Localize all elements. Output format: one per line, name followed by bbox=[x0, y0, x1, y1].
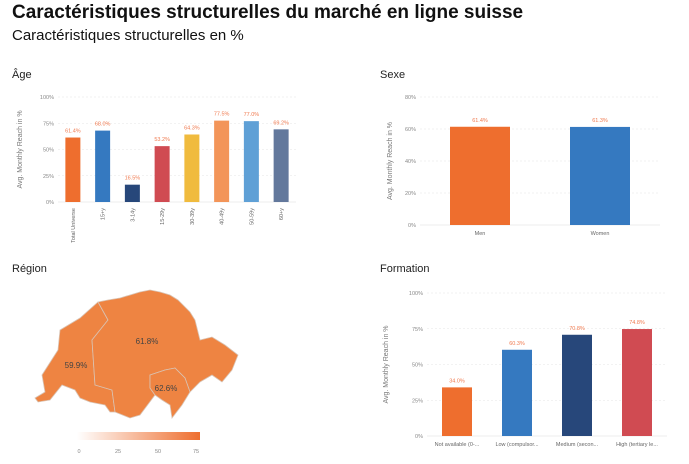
y-axis-label: Avg. Monthly Reach in % bbox=[17, 110, 24, 188]
sexe-chart: 0% 20% 40% 60% 80% Avg. Monthly Reach in % 61.… bbox=[387, 95, 660, 237]
region-west-label: 59.9% bbox=[65, 361, 88, 370]
x-tick-label: Men bbox=[475, 231, 486, 237]
x-tick-label: Low (compulsor... bbox=[495, 442, 539, 448]
x-tick-label: 50-59y bbox=[249, 208, 255, 225]
bar-3-14y bbox=[124, 184, 140, 202]
bar-50-59y bbox=[243, 121, 259, 202]
bar-medium-secon- bbox=[562, 334, 592, 436]
y-tick-label: 80% bbox=[405, 95, 416, 101]
y-tick-label: 25% bbox=[412, 398, 423, 404]
data-label: 61.3% bbox=[592, 118, 608, 124]
data-label: 16.5% bbox=[125, 176, 141, 182]
bar-not-available-0- bbox=[442, 387, 472, 436]
age-title: Âge bbox=[12, 69, 32, 81]
age-chart: 0% 25% 50% 75% 100% Avg. Monthly Reach in % 61… bbox=[17, 95, 296, 243]
bar-total-universe bbox=[65, 137, 81, 202]
y-tick-label: 75% bbox=[43, 121, 54, 127]
bar-high-tertiary-le- bbox=[622, 329, 652, 436]
data-label: 64.3% bbox=[184, 125, 200, 131]
bar-15-y bbox=[95, 130, 111, 202]
region-title: Région bbox=[12, 263, 47, 275]
region-central[interactable] bbox=[91, 289, 239, 419]
data-label: 61.4% bbox=[65, 129, 81, 135]
bar-30-39y bbox=[184, 134, 200, 202]
scale-tick: 50 bbox=[155, 449, 161, 455]
scale-tick: 25 bbox=[115, 449, 121, 455]
bar-60-y bbox=[273, 129, 289, 202]
data-label: 68.0% bbox=[95, 122, 111, 128]
bar-low-compulsor- bbox=[502, 349, 532, 436]
data-label: 74.8% bbox=[629, 320, 645, 326]
bar-men bbox=[450, 126, 510, 225]
data-label: 60.3% bbox=[509, 341, 525, 347]
bar-15-29y bbox=[154, 146, 170, 202]
bar-women bbox=[570, 126, 630, 225]
formation-chart: 0% 25% 50% 75% 100% Avg. Monthly Reach in % 34… bbox=[383, 291, 667, 448]
x-tick-label: 15+y bbox=[101, 208, 107, 220]
y-tick-label: 75% bbox=[412, 327, 423, 333]
data-label: 69.2% bbox=[273, 120, 289, 126]
y-tick-label: 100% bbox=[40, 95, 54, 101]
x-tick-label: Women bbox=[591, 231, 610, 237]
data-label: 61.4% bbox=[472, 118, 488, 124]
x-tick-label: 15-29y bbox=[160, 208, 166, 225]
x-tick-label: 3-14y bbox=[130, 208, 136, 222]
switzerland-map: 61.8% 59.9% 62.6% 0 25 50 75 bbox=[34, 289, 239, 455]
data-label: 77.0% bbox=[244, 112, 260, 118]
y-tick-label: 25% bbox=[43, 174, 54, 180]
data-label: 70.8% bbox=[569, 326, 585, 332]
scale-tick: 0 bbox=[77, 449, 80, 455]
region-central-label: 61.8% bbox=[136, 337, 159, 346]
formation-title: Formation bbox=[380, 263, 430, 275]
region-south-label: 62.6% bbox=[155, 384, 178, 393]
y-tick-label: 0% bbox=[415, 434, 423, 440]
y-tick-label: 20% bbox=[405, 191, 416, 197]
page-title: Caractéristiques structurelles du marché… bbox=[12, 2, 524, 23]
y-axis-label: Avg. Monthly Reach in % bbox=[383, 325, 390, 403]
data-label: 53.2% bbox=[154, 137, 170, 143]
region-south[interactable] bbox=[149, 367, 191, 419]
x-tick-label: 30-39y bbox=[190, 208, 196, 225]
color-scale-bar bbox=[77, 432, 200, 440]
x-tick-label: Total Universe bbox=[71, 208, 77, 243]
x-tick-label: Medium (secon... bbox=[556, 442, 599, 448]
y-tick-label: 0% bbox=[46, 200, 54, 206]
x-tick-label: 60+y bbox=[279, 208, 285, 220]
data-label: 77.5% bbox=[214, 112, 230, 118]
page-subtitle: Caractéristiques structurelles en % bbox=[12, 27, 244, 44]
y-tick-label: 50% bbox=[412, 363, 423, 369]
y-tick-label: 50% bbox=[43, 148, 54, 154]
sexe-title: Sexe bbox=[380, 69, 406, 81]
y-tick-label: 60% bbox=[405, 127, 416, 133]
y-tick-label: 40% bbox=[405, 159, 416, 165]
x-tick-label: 40-49y bbox=[220, 208, 226, 225]
x-tick-label: High (tertiary le... bbox=[616, 442, 658, 448]
scale-tick: 75 bbox=[193, 449, 199, 455]
x-tick-label: Not available (0-... bbox=[435, 442, 480, 448]
bar-40-49y bbox=[214, 120, 230, 202]
y-tick-label: 0% bbox=[408, 223, 416, 229]
data-label: 34.0% bbox=[449, 378, 465, 384]
y-tick-label: 100% bbox=[409, 291, 423, 297]
y-axis-label: Avg. Monthly Reach in % bbox=[387, 122, 394, 200]
